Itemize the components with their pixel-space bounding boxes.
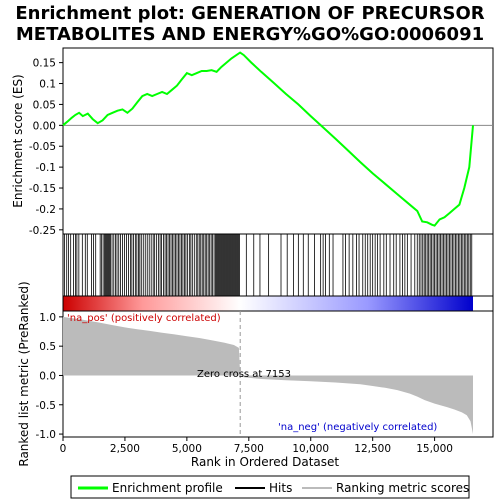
rank-color-bar [62, 295, 494, 312]
enrichment-profile-line [62, 51, 474, 227]
x-tick-label: 2,500 [110, 443, 140, 455]
x-tick-label: 10,000 [292, 443, 329, 455]
metric-y-ticks: 1.0 0.5 0.0 -0.5 -1.0 [36, 312, 63, 441]
legend-frame [70, 475, 470, 499]
es-y-tick-label: 0.1 [39, 79, 56, 91]
ranking-metric-area [63, 316, 473, 435]
es-plot-frame [62, 47, 494, 235]
es-y-tick-label: 0.05 [33, 99, 56, 111]
metric-y-tick-label: 1.0 [39, 312, 56, 324]
hits-panel [62, 233, 494, 297]
x-tick-label: 15,000 [416, 443, 453, 455]
hit-lines [64, 234, 473, 296]
rank-color-strip [63, 296, 473, 311]
positive-correlation-label: 'na_pos' (positively correlated) [67, 313, 221, 324]
zero-cross-label: Zero cross at 7153 [197, 369, 291, 380]
chart-title-line-1: Enrichment plot: GENERATION OF PRECURSOR [15, 3, 484, 24]
metric-y-axis-label: Ranked list metric (PreRanked) [17, 281, 31, 466]
x-tick-label: 5,000 [172, 443, 202, 455]
es-y-tick-label: 0.00 [33, 120, 56, 132]
es-y-ticks: 0.15 0.1 0.05 0.00 -0.05 -0.1 -0.15 -0.2 -0.25 [29, 58, 63, 237]
es-y-tick-label: -0.25 [29, 225, 56, 237]
metric-y-tick-label: -1.0 [36, 429, 57, 441]
es-y-axis-label: Enrichment score (ES) [11, 74, 25, 207]
metric-panel: 1.0 0.5 0.0 -0.5 -1.0 0 2,500 5,000 7,500 10,000… [17, 281, 494, 469]
legend-label-hits: Hits [269, 481, 292, 495]
es-panel: 0.15 0.1 0.05 0.00 -0.05 -0.1 -0.15 -0.2 -0.25 E… [11, 47, 494, 237]
negative-correlation-label: 'na_neg' (negatively correlated) [278, 422, 437, 433]
legend-label-metric: Ranking metric scores [336, 481, 469, 495]
es-y-tick-label: -0.2 [36, 204, 57, 216]
x-tick-label: 12,500 [354, 443, 391, 455]
es-y-tick-label: -0.05 [29, 141, 56, 153]
x-axis-label: Rank in Ordered Dataset [191, 455, 339, 469]
es-y-tick-label: -0.1 [36, 162, 57, 174]
chart-title-line-2: METABOLITES AND ENERGY%GO%GO:0006091 [16, 24, 484, 45]
legend-label-enrichment: Enrichment profile [112, 481, 223, 495]
legend: Enrichment profile Hits Ranking metric s… [70, 475, 470, 499]
es-y-tick-label: -0.15 [29, 183, 56, 195]
es-y-tick-label: 0.15 [33, 58, 56, 70]
metric-y-tick-label: -0.5 [36, 400, 57, 412]
metric-y-tick-label: 0.5 [39, 341, 56, 353]
metric-y-tick-label: 0.0 [39, 370, 56, 382]
metric-x-ticks: 0 2,500 5,000 7,500 10,000 12,500 15,000 [60, 437, 453, 455]
x-tick-label: 7,500 [234, 443, 264, 455]
x-tick-label: 0 [60, 443, 67, 455]
